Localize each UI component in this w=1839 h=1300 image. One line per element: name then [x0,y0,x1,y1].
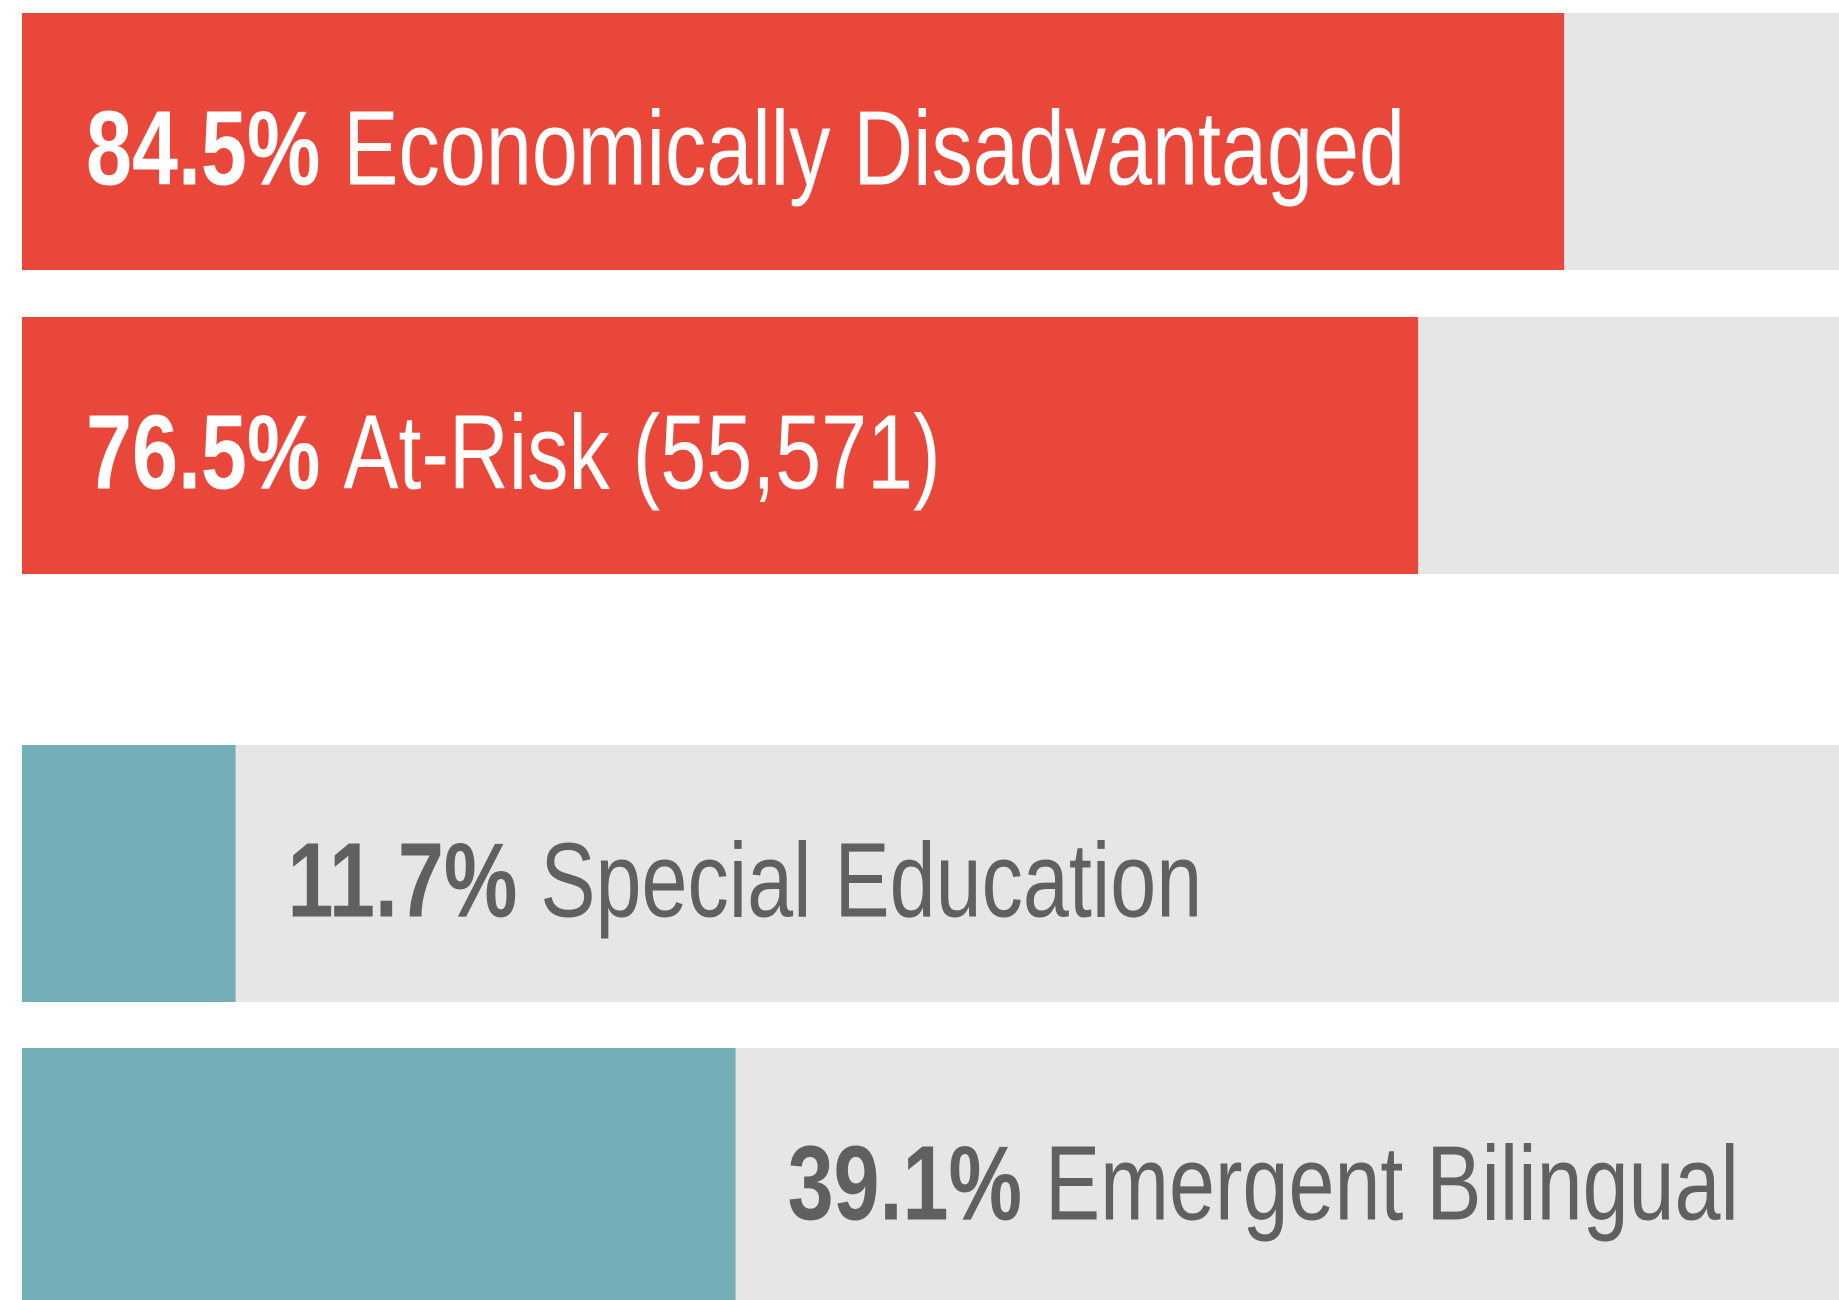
category-label: Emergent Bilingual [1045,1125,1739,1243]
value-label: 76.5% [86,394,320,512]
bar-track [22,745,1839,1002]
value-label: 84.5% [86,90,320,208]
bar-label: 84.5% Economically Disadvantaged [86,90,1405,208]
value-label: 39.1% [788,1125,1022,1243]
bar-label: 11.7% Special Education [288,822,1203,940]
category-label: Special Education [540,822,1202,940]
label-space [320,394,343,512]
bar [22,317,1419,574]
category-label: At-Risk (55,571) [343,394,940,512]
category-label: Economically Disadvantaged [343,90,1405,208]
bar [22,745,236,1002]
bar [22,13,1565,270]
label-space [517,822,540,940]
label-space [1022,1125,1045,1243]
bar-label: 39.1% Emergent Bilingual [788,1125,1739,1243]
bar [22,1048,736,1300]
value-label: 11.7% [288,822,518,940]
label-space [320,90,343,208]
bar-label: 76.5% At-Risk (55,571) [86,394,941,512]
